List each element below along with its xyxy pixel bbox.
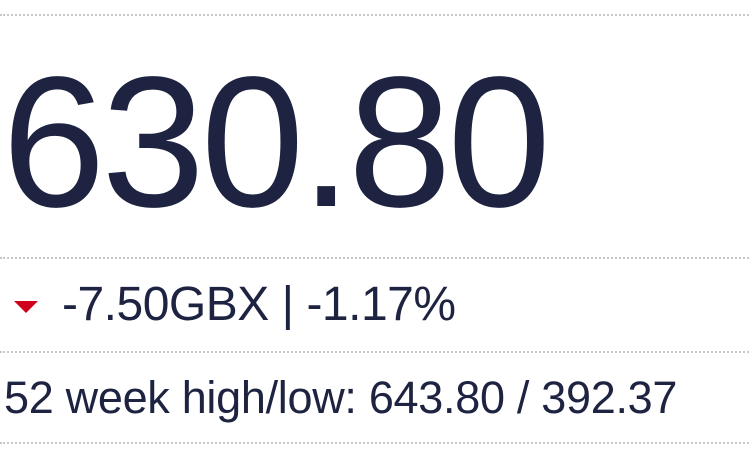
- change-divider: [0, 351, 749, 353]
- stock-price: 630.80: [2, 39, 551, 246]
- bottom-divider: [0, 442, 749, 444]
- top-divider: [0, 14, 749, 16]
- down-triangle-icon: [14, 301, 38, 313]
- price-divider: [0, 257, 749, 259]
- week-range-row: 52 week high/low: 643.80 / 392.37: [4, 370, 677, 426]
- week-range-high: 643.80: [368, 372, 505, 423]
- week-range-label: 52 week high/low:: [4, 372, 357, 423]
- price-change-percent: -1.17%: [306, 278, 456, 331]
- price-change-value: -7.50GBX: [62, 278, 269, 331]
- change-separator: |: [281, 278, 294, 331]
- price-change-row: -7.50GBX | -1.17%: [14, 278, 456, 332]
- week-range-low: 392.37: [541, 372, 678, 423]
- price-change-text: -7.50GBX | -1.17%: [62, 278, 456, 332]
- week-range-separator: /: [516, 372, 530, 423]
